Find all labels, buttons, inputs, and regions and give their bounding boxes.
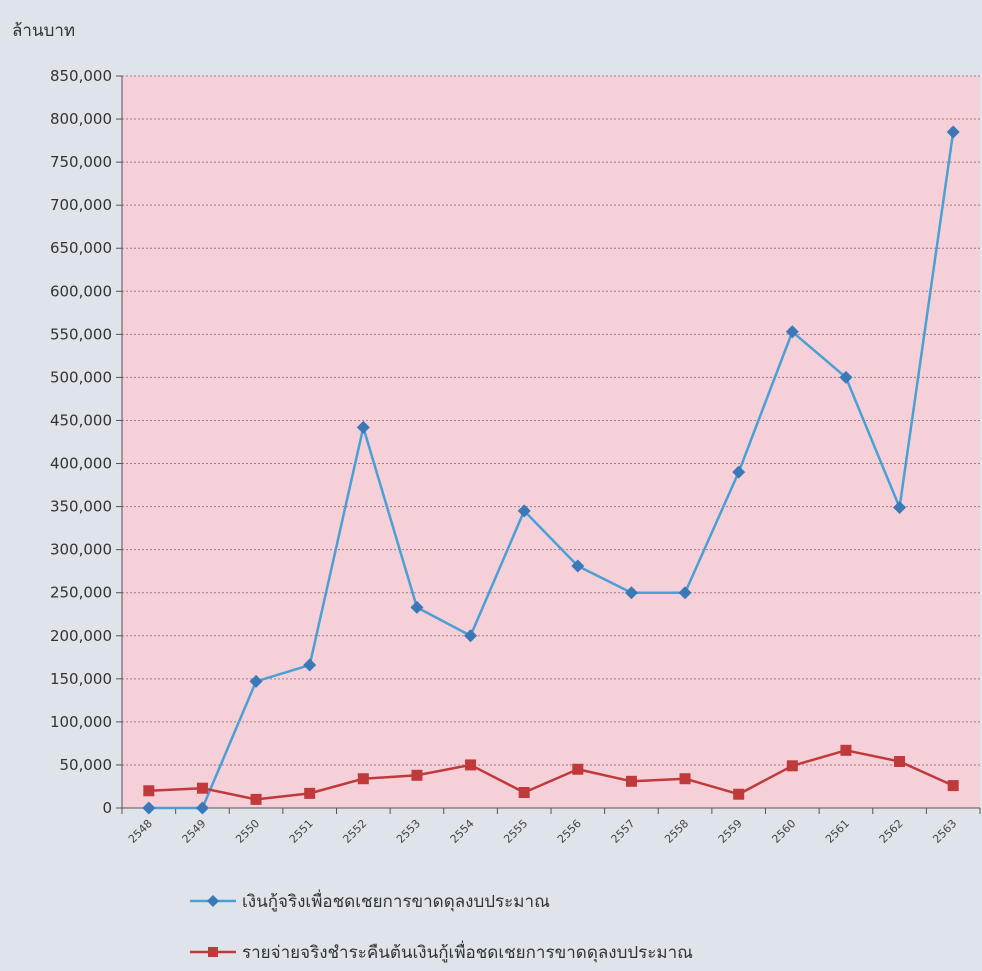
x-tick-label: 2548 — [126, 817, 155, 846]
data-point — [840, 744, 852, 756]
legend-marker — [208, 947, 218, 957]
series-1 — [142, 125, 960, 815]
data-point — [947, 780, 959, 792]
series-2 — [143, 744, 959, 805]
data-point — [357, 773, 369, 785]
data-point — [196, 782, 208, 794]
y-unit-label: ล้านบาท — [12, 21, 75, 41]
series-group — [142, 125, 960, 815]
data-point — [571, 559, 585, 573]
data-point — [465, 759, 477, 771]
data-point — [517, 504, 531, 518]
y-tick-label: 700,000 — [50, 196, 112, 214]
data-point — [625, 775, 637, 787]
data-point — [303, 658, 317, 672]
x-tick-label: 2559 — [716, 817, 745, 846]
y-tick-label: 600,000 — [50, 282, 112, 300]
x-tick-label: 2560 — [769, 817, 798, 846]
legend-label: เงินกู้จริงเพื่อชดเชยการขาดดุลงบประมาณ — [242, 889, 550, 912]
data-point — [679, 773, 691, 785]
series-line — [148, 131, 955, 810]
series-line — [148, 749, 954, 801]
data-point — [250, 793, 262, 805]
plot-area — [122, 76, 980, 808]
x-tick-label: 2550 — [233, 817, 262, 846]
x-tick-label: 2563 — [930, 817, 959, 846]
x-tick-label: 2554 — [448, 817, 477, 846]
y-tick-label: 200,000 — [50, 627, 112, 645]
legend: เงินกู้จริงเพื่อชดเชยการขาดดุลงบประมาณรา… — [190, 889, 693, 963]
data-point — [518, 786, 530, 798]
data-point — [142, 801, 156, 815]
data-point — [732, 465, 746, 479]
y-tick-label: 250,000 — [50, 584, 112, 602]
data-point — [624, 586, 638, 600]
y-tick-label: 850,000 — [50, 67, 112, 85]
data-point — [572, 763, 584, 775]
data-point — [839, 370, 853, 384]
data-point — [946, 125, 960, 139]
y-tick-label: 0 — [102, 799, 112, 817]
data-point — [411, 769, 423, 781]
data-point — [143, 785, 155, 797]
x-tick-label: 2552 — [340, 817, 369, 846]
y-tick-label: 50,000 — [60, 756, 113, 774]
x-tick-label: 2558 — [662, 817, 691, 846]
x-tick-label: 2561 — [823, 817, 852, 846]
y-tick-label: 300,000 — [50, 541, 112, 559]
data-point — [894, 755, 906, 767]
legend-label: รายจ่ายจริงชำระคืนต้นเงินกู้เพื่อชดเชยกา… — [242, 940, 693, 963]
y-tick-label: 550,000 — [50, 325, 112, 343]
data-point — [195, 801, 209, 815]
y-tick-label: 150,000 — [50, 670, 112, 688]
data-point — [249, 674, 263, 688]
data-point — [464, 629, 478, 643]
data-point — [733, 788, 745, 800]
data-point — [893, 500, 907, 514]
x-tick-label: 2555 — [501, 817, 530, 846]
legend-marker — [207, 895, 219, 907]
x-tick-label: 2557 — [609, 817, 638, 846]
data-point — [356, 420, 370, 434]
y-tick-label: 450,000 — [50, 411, 112, 429]
y-axis: 0 50,000 100,000 150,000 200,000 250,000 300,0… — [50, 67, 123, 817]
data-point — [304, 787, 316, 799]
x-axis: 2548 2549 2550 2551 2552 2553 2554 2555 2556 2557… — [121, 807, 981, 846]
x-tick-label: 2562 — [877, 817, 906, 846]
y-tick-label: 750,000 — [50, 153, 112, 171]
legend-item-1: เงินกู้จริงเพื่อชดเชยการขาดดุลงบประมาณ — [190, 889, 550, 912]
y-tick-label: 650,000 — [50, 239, 112, 257]
x-tick-label: 2549 — [180, 817, 209, 846]
y-tick-label: 800,000 — [50, 110, 112, 128]
y-tick-label: 400,000 — [50, 455, 112, 473]
data-point — [785, 325, 799, 339]
y-tick-label: 100,000 — [50, 713, 112, 731]
x-tick-label: 2556 — [555, 817, 584, 846]
legend-item-2: รายจ่ายจริงชำระคืนต้นเงินกู้เพื่อชดเชยกา… — [190, 940, 693, 963]
x-tick-label: 2553 — [394, 817, 423, 846]
y-tick-label: 500,000 — [50, 368, 112, 386]
y-tick-label: 350,000 — [50, 498, 112, 516]
gridlines — [122, 75, 980, 766]
data-point — [410, 600, 424, 614]
data-point — [786, 760, 798, 772]
x-tick-label: 2551 — [287, 817, 316, 846]
data-point — [678, 586, 692, 600]
